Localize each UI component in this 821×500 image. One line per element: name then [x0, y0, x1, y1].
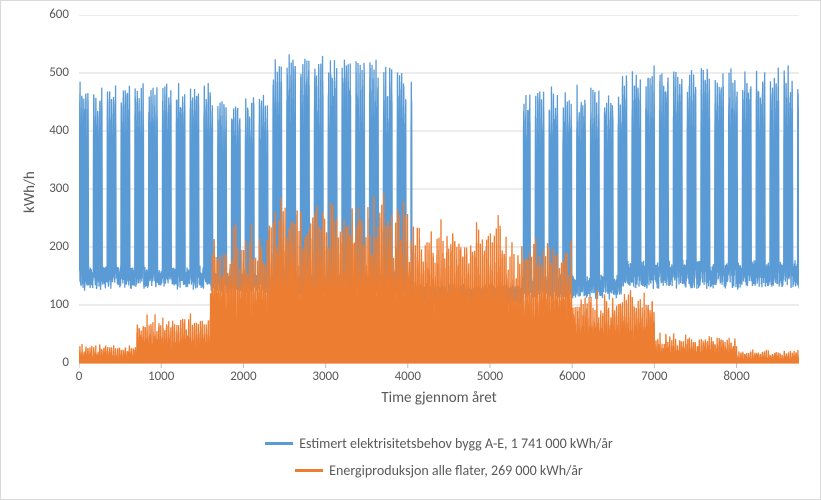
- legend-label-production: Energiproduksjon alle flater, 269 000 kW…: [329, 462, 583, 479]
- y-tick-label: 400: [49, 123, 69, 138]
- y-axis-label: kWh/h: [21, 171, 39, 213]
- y-tick-label: 100: [49, 297, 69, 312]
- x-tick-label: 6000: [557, 369, 587, 384]
- x-tick-label: 2000: [228, 369, 258, 384]
- x-tick-label: 5000: [475, 369, 505, 384]
- x-tick-label: 7000: [639, 369, 669, 384]
- y-tick-label: 600: [49, 7, 69, 22]
- x-tick-label: 0: [64, 369, 94, 384]
- legend-item-demand: Estimert elektrisitetsbehov bygg A-E, 1 …: [79, 435, 799, 452]
- x-tick-label: 4000: [393, 369, 423, 384]
- legend-swatch-demand: [265, 442, 293, 445]
- chart-container: kWh/h Time gjennom året Estimert elektri…: [0, 0, 821, 500]
- legend-swatch-production: [295, 469, 323, 472]
- y-tick-label: 300: [49, 181, 69, 196]
- legend: Estimert elektrisitetsbehov bygg A-E, 1 …: [79, 431, 799, 489]
- y-tick-label: 200: [49, 239, 69, 254]
- y-tick-label: 500: [49, 65, 69, 80]
- legend-item-production: Energiproduksjon alle flater, 269 000 kW…: [79, 462, 799, 479]
- x-axis-label: Time gjennom året: [79, 389, 799, 407]
- plot-area: [79, 15, 799, 393]
- legend-label-demand: Estimert elektrisitetsbehov bygg A-E, 1 …: [299, 435, 613, 452]
- y-tick-label: 0: [62, 355, 69, 370]
- x-tick-label: 1000: [146, 369, 176, 384]
- x-tick-label: 3000: [311, 369, 341, 384]
- x-tick-label: 8000: [722, 369, 752, 384]
